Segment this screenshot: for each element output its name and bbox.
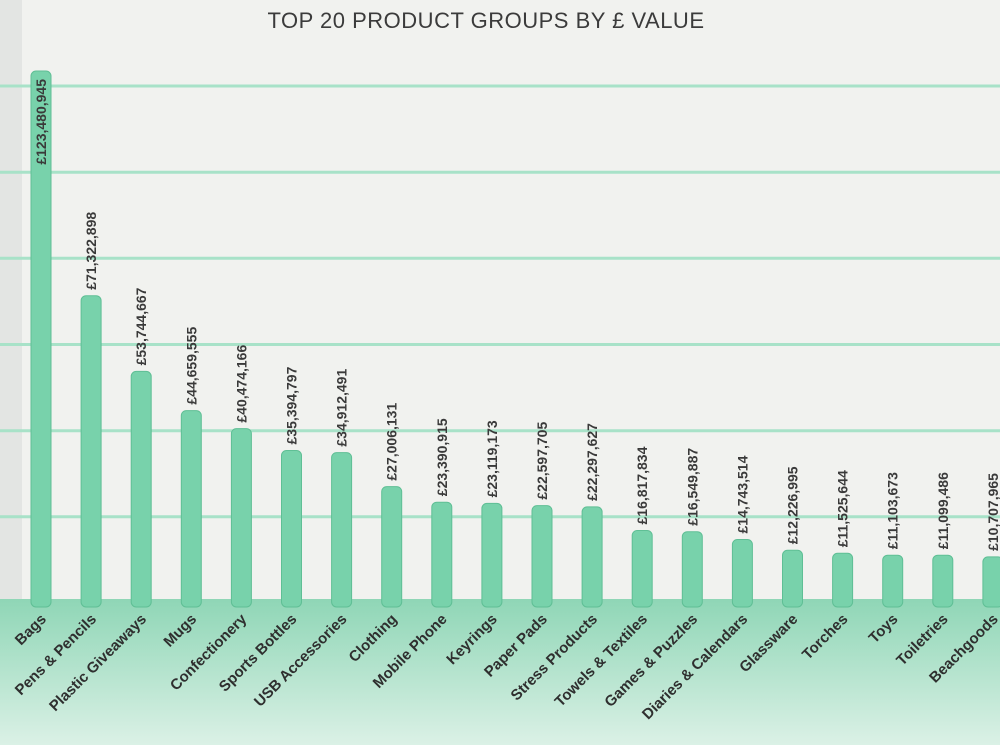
value-label: £44,659,555 (183, 327, 199, 405)
bar (230, 428, 252, 608)
value-label: £23,390,915 (434, 418, 450, 496)
value-label: £14,743,514 (734, 455, 750, 533)
chart-title: TOP 20 PRODUCT GROUPS BY £ VALUE (268, 8, 705, 33)
x-axis-band (0, 599, 1000, 745)
value-label: £40,474,166 (233, 345, 249, 423)
bar (431, 501, 453, 608)
bar (982, 556, 1000, 608)
value-label: £27,006,131 (384, 403, 400, 481)
bar (80, 295, 102, 608)
bar (30, 70, 52, 608)
value-label: £35,394,797 (284, 366, 300, 444)
value-label: £23,119,173 (484, 420, 500, 497)
value-label: £11,103,673 (885, 472, 901, 549)
bar (581, 506, 603, 608)
bar (180, 410, 202, 608)
value-label: £53,744,667 (133, 287, 149, 365)
bar (782, 549, 803, 608)
bar (281, 450, 302, 608)
value-label: £10,707,965 (985, 473, 1000, 551)
bar (130, 370, 152, 608)
gridlines (0, 84, 1000, 519)
bar (832, 552, 854, 608)
value-label: £22,597,705 (534, 422, 550, 500)
value-label: £71,322,898 (83, 212, 99, 290)
value-label: £16,817,834 (634, 446, 650, 524)
value-label: £11,525,644 (835, 470, 851, 547)
bar (932, 554, 954, 608)
value-label: £22,297,627 (584, 423, 600, 501)
bar (882, 554, 904, 608)
bar (481, 502, 503, 608)
value-label: £34,912,491 (334, 369, 350, 447)
value-labels: £123,480,945 £71,322,898 £53,744,667 £44,65… (33, 79, 1000, 551)
bar (381, 486, 403, 608)
value-label: £11,099,486 (935, 472, 951, 549)
bar (731, 539, 753, 608)
value-label: £123,480,945 (33, 79, 49, 165)
left-edge-strip (0, 0, 22, 603)
value-label: £12,226,995 (785, 466, 801, 544)
bars (30, 70, 1000, 608)
value-label: £16,549,887 (684, 448, 700, 526)
bar (531, 505, 553, 608)
bar (681, 531, 703, 608)
bar (631, 530, 653, 608)
bar (331, 452, 353, 608)
